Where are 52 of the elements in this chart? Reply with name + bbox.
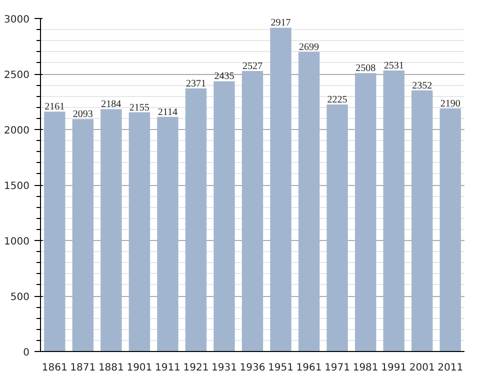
y-tick-label: 0	[23, 348, 30, 358]
data-label: 2190	[440, 98, 460, 110]
y-tick-label: 2500	[4, 70, 30, 81]
data-label: 2435	[214, 71, 234, 82]
data-label: 2114	[158, 106, 178, 118]
y-tick-label: 1000	[4, 236, 30, 248]
data-label: 2161	[44, 102, 65, 113]
data-label: 2184	[101, 99, 122, 110]
x-tick-label: 1911	[154, 362, 180, 373]
x-tick-label: 1936	[240, 362, 266, 373]
bar	[128, 112, 150, 352]
x-tick-label: 1971	[324, 362, 350, 373]
bar	[326, 104, 348, 352]
bar	[185, 88, 207, 352]
data-label: 2155	[129, 102, 150, 114]
x-tick-label: 1981	[352, 362, 378, 373]
y-tick-label: 3000	[4, 14, 30, 26]
data-label: 2371	[186, 78, 206, 90]
bar	[100, 109, 122, 352]
y-tick-label: 2000	[4, 126, 30, 136]
x-tick-label: 1961	[296, 362, 322, 373]
data-label: 2917	[270, 18, 291, 29]
bar	[72, 119, 94, 352]
data-label: 2225	[327, 94, 348, 106]
x-tick-label: 1991	[381, 362, 407, 373]
data-label: 2531	[384, 60, 404, 72]
x-tick-label: 1871	[70, 362, 96, 373]
bar	[383, 70, 404, 352]
bar	[440, 108, 461, 352]
bar	[354, 73, 376, 352]
bar	[44, 112, 66, 352]
x-tick-label: 2011	[438, 362, 464, 373]
bar	[242, 71, 264, 352]
y-tick-label: 1500	[4, 181, 30, 192]
x-tick-label: 1881	[98, 362, 124, 373]
bar	[214, 81, 235, 352]
x-tick-label: 1931	[212, 362, 237, 373]
x-tick-label: 1921	[183, 362, 209, 373]
data-label: 2352	[412, 80, 432, 92]
bar	[412, 90, 433, 352]
bar	[298, 52, 320, 352]
bar	[157, 116, 178, 352]
x-tick-label: 1951	[268, 362, 294, 373]
data-label: 2527	[242, 61, 262, 72]
x-tick-label: 2001	[409, 362, 435, 373]
data-label: 2699	[299, 42, 320, 53]
x-tick-label: 1861	[42, 362, 68, 373]
data-label: 2093	[72, 109, 93, 120]
y-tick-label: 500	[10, 292, 30, 303]
x-tick-label: 1901	[126, 362, 152, 373]
data-label: 2508	[356, 63, 376, 74]
bar	[270, 28, 292, 352]
